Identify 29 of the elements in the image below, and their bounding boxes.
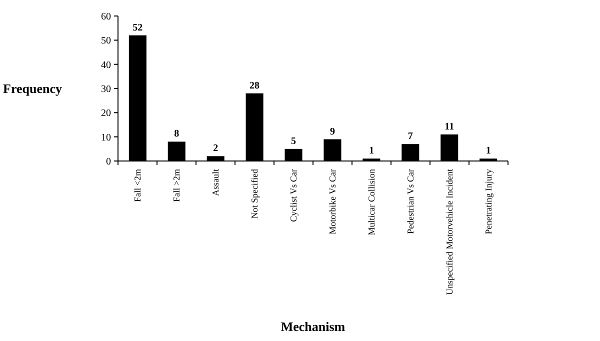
data-label: 9: [330, 126, 335, 138]
data-label: 28: [250, 80, 260, 92]
y-tick-label: 50: [101, 36, 111, 47]
data-label: 2: [213, 143, 218, 154]
x-tick-label: Unspecified Motorvehicle Incident: [444, 168, 454, 295]
x-axis-title: Mechanism: [280, 319, 346, 334]
x-tick-label: Multicar Collision: [366, 168, 376, 236]
x-tick-label: Pedestrian Vs Car: [405, 169, 416, 234]
y-tick-label: 60: [101, 12, 111, 22]
x-tick-label: Penetrating Injury: [483, 168, 494, 234]
x-tick-label: Assault: [210, 168, 221, 196]
x-tick-label: Fall <2m: [132, 169, 143, 202]
data-label: 5: [291, 136, 296, 147]
y-tick-label: 30: [101, 84, 111, 95]
y-tick-label: 40: [101, 60, 111, 71]
y-axis-title: Frequency: [3, 81, 62, 96]
x-tick-label: Cyclist Vs Car: [288, 169, 299, 222]
x-tick-label: Fall >2m: [172, 169, 182, 202]
data-label: 1: [368, 146, 374, 157]
data-label: 11: [444, 121, 454, 132]
y-tick-label: 0: [106, 156, 111, 168]
y-tick-label: 10: [101, 132, 111, 144]
data-label: 7: [408, 131, 413, 142]
data-label: 1: [486, 146, 491, 157]
y-tick-label: 20: [101, 108, 111, 120]
data-label: 52: [132, 22, 143, 34]
x-tick-label: Motorbike Vs Car: [327, 169, 338, 234]
x-tick-label: Not Specified: [250, 168, 260, 219]
data-label: 8: [174, 128, 180, 140]
